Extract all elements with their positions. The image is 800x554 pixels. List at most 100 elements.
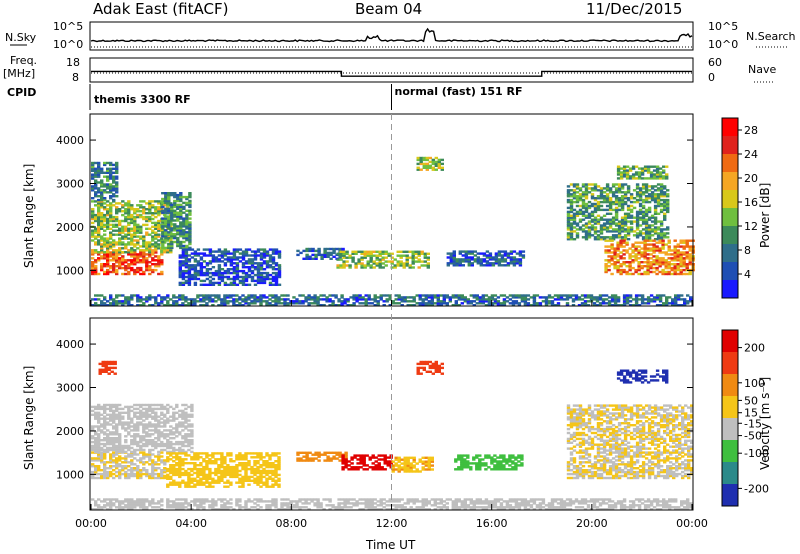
colorbar-tick-label: 8 — [744, 244, 751, 257]
colorbar-segment — [722, 484, 738, 507]
velocity-region-6 — [391, 456, 434, 473]
power-colorbar-label: Power [dB] — [758, 183, 772, 248]
freq-tick-bottom: 8 — [72, 71, 79, 84]
colorbar-tick-label: 4 — [744, 268, 751, 281]
velocity-region-4 — [296, 451, 348, 462]
velocity-region-3 — [166, 452, 281, 488]
freq-label: Freq. — [10, 54, 37, 67]
ytick-label: 1000 — [56, 264, 84, 277]
velocity-region-10 — [616, 369, 669, 384]
velocity-region-8 — [416, 360, 444, 375]
colorbar-segment — [722, 154, 738, 173]
colorbar-segment — [722, 396, 738, 419]
xtick-label: 20:00 — [576, 517, 608, 530]
colorbar-segment — [722, 374, 738, 397]
count-tick-bottom-right: 10^0 — [708, 38, 738, 51]
power-region-3 — [161, 192, 192, 250]
velocity-region-0 — [91, 451, 167, 480]
velocity-colorbar-label: Velocity [m s⁻¹] — [758, 377, 772, 470]
velocity-region-1 — [91, 403, 194, 454]
power-region-4 — [178, 248, 282, 286]
velocity-region-11 — [91, 498, 693, 511]
colorbar-frame — [721, 329, 739, 507]
xtick-label: 04:00 — [175, 517, 207, 530]
power-region-12 — [91, 294, 693, 307]
nsearch-label: N.Search — [746, 30, 796, 43]
colorbar-tick-label: -200 — [744, 482, 769, 495]
power-region-7 — [446, 250, 526, 267]
nsky-label: N.Sky — [5, 31, 37, 44]
colorbar-tick-label: 28 — [744, 124, 758, 137]
velocity-heatmap — [91, 360, 694, 511]
power-heatmap — [91, 156, 695, 307]
colorbar-tick-label: 20 — [744, 172, 758, 185]
colorbar-tick-label: 16 — [744, 196, 758, 209]
velocity-region-2 — [98, 360, 117, 375]
freq-unit: [MHz] — [3, 67, 35, 80]
colorbar-segment — [722, 280, 738, 299]
frequency-series — [91, 70, 692, 77]
power-region-8 — [416, 156, 444, 171]
colorbar-tick-label: -100 — [744, 447, 769, 460]
colorbar-tick-label: 15 — [744, 407, 758, 420]
xtick-label: 00:00 — [75, 517, 107, 530]
colorbar-segment — [722, 172, 738, 191]
colorbar-segment — [722, 352, 738, 375]
colorbar-segment — [722, 118, 738, 137]
power-yaxis: 1000 2000 3000 4000 — [56, 134, 693, 277]
velocity-region-7 — [454, 454, 524, 471]
ytick-label: 4000 — [56, 134, 84, 147]
colorbar-tick-label: 12 — [744, 220, 758, 233]
colorbar-segment — [722, 262, 738, 281]
colorbar-tick-label: 200 — [744, 342, 765, 355]
cpid-label: CPID — [7, 86, 36, 99]
nave-tick-bottom: 0 — [708, 71, 715, 84]
power-region-10 — [604, 239, 695, 276]
ytick-label: 1000 — [56, 468, 84, 481]
power-region-11 — [616, 165, 669, 180]
colorbar-frame — [721, 117, 739, 299]
colorbar-segment — [722, 244, 738, 263]
xtick-label: 08:00 — [275, 517, 307, 530]
ytick-label: 2000 — [56, 221, 84, 234]
colorbar-segment — [722, 440, 738, 463]
ytick-label: 2000 — [56, 425, 84, 438]
colorbar-tick-label: -50 — [744, 430, 762, 443]
velocity-region-9 — [566, 404, 694, 480]
ytick-label: 3000 — [56, 382, 84, 395]
velocity-ylabel: Slant Range [km] — [22, 366, 36, 470]
freq-panel-frame — [89, 57, 694, 83]
colorbar-segment — [722, 136, 738, 155]
xtick-label: 00:00 — [676, 517, 708, 530]
power-region-6 — [336, 250, 430, 269]
power-region-0 — [91, 251, 164, 276]
nave-tick-top: 60 — [708, 56, 722, 69]
cpid-mode-themis: themis 3300 RF — [94, 93, 191, 106]
time-axis-label: Time UT — [365, 538, 416, 552]
station-title: Adak East (fitACF) — [93, 0, 228, 18]
count-tick-bottom-left: 10^0 — [53, 38, 83, 51]
colorbar-segment — [722, 418, 738, 441]
colorbar-tick-label: 50 — [744, 394, 758, 407]
power-region-2 — [91, 161, 119, 202]
colorbar-tick-label: 100 — [744, 377, 765, 390]
date-title: 11/Dec/2015 — [586, 0, 682, 18]
power-ylabel: Slant Range [km] — [22, 164, 36, 268]
colorbar-segment — [722, 330, 738, 353]
xtick-label: 12:00 — [376, 517, 408, 530]
nave-label: Nave — [748, 63, 776, 76]
beam-title: Beam 04 — [355, 0, 422, 18]
count-tick-top-left: 10^5 — [53, 20, 83, 33]
cpid-mode-normal: normal (fast) 151 RF — [395, 85, 523, 98]
power-region-1 — [91, 200, 173, 254]
time-axis: 00:00 04:00 08:00 12:00 16:00 20:00 00:00 — [75, 300, 708, 530]
velocity-region-5 — [341, 454, 393, 471]
nsky-series — [90, 27, 693, 43]
colorbar-segment — [722, 208, 738, 227]
colorbar-segment — [722, 226, 738, 245]
ytick-label: 4000 — [56, 338, 84, 351]
power-region-9 — [566, 183, 670, 241]
colorbar-segment — [722, 462, 738, 485]
